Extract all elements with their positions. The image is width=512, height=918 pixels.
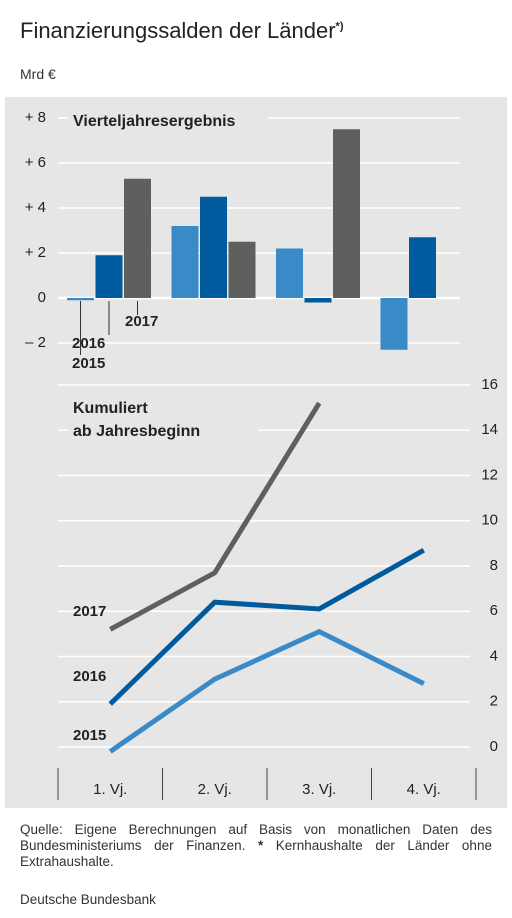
bar (304, 298, 332, 303)
line (108, 547, 425, 706)
series-label: 2016 (73, 668, 106, 685)
y-tick-label: – 2 (25, 334, 46, 351)
footer-note: Quelle: Eigene Berechnungen auf Basis vo… (20, 822, 492, 870)
series-label: 2017 (73, 603, 106, 620)
line (109, 401, 322, 632)
y-tick-label: 4 (490, 647, 498, 664)
x-tick-label: 3. Vj. (302, 781, 336, 798)
series-label: 2017 (125, 313, 158, 330)
y-tick-label: 8 (490, 557, 498, 574)
unit: Mrd € (20, 66, 56, 82)
y-tick-label: + 8 (25, 109, 46, 126)
y-tick-label: 14 (481, 421, 498, 438)
y-tick-label: 6 (490, 602, 498, 619)
bar (95, 255, 123, 298)
bar (409, 237, 436, 298)
bar (380, 298, 408, 350)
y-tick-label: 0 (490, 738, 498, 755)
title-note: *) (335, 20, 344, 33)
bar (276, 248, 303, 298)
footnote-mark: * (257, 838, 264, 853)
subchart-title: Kumuliert (73, 400, 148, 417)
y-tick-label: + 2 (25, 244, 46, 261)
y-tick-label: 12 (481, 466, 498, 483)
bar (200, 196, 227, 298)
chart-background (5, 97, 507, 808)
bar (124, 178, 151, 298)
x-tick-label: 1. Vj. (93, 781, 127, 798)
y-tick-label: 16 (481, 376, 498, 393)
y-tick-label: 0 (38, 289, 46, 306)
bar (333, 129, 360, 298)
bar (67, 298, 94, 301)
y-tick-label: + 6 (25, 154, 46, 171)
publisher: Deutsche Bundesbank (20, 892, 156, 907)
x-tick-label: 4. Vj. (407, 781, 441, 798)
footnote: Kernhaushalte der Länder ohne Extrahaush… (20, 838, 492, 869)
series-label: 2016 (72, 335, 105, 352)
y-tick-label: 10 (481, 512, 498, 529)
source: Quelle: Eigene Berechnungen auf Basis vo… (20, 822, 492, 853)
subchart-title: Vierteljahresergebnis (73, 113, 236, 130)
bar (228, 241, 256, 298)
title-text: Finanzierungssalden der Länder (20, 18, 336, 43)
series-label: 2015 (73, 727, 106, 744)
series-label: 2015 (72, 355, 105, 372)
y-tick-label: + 4 (25, 199, 46, 216)
page-title: Finanzierungssalden der Länder*) (20, 18, 344, 44)
title-bg (68, 396, 258, 444)
x-tick-label: 2. Vj. (198, 781, 232, 798)
line (108, 628, 425, 754)
title-bg (68, 110, 268, 134)
y-tick-label: 2 (490, 693, 498, 710)
bar (171, 226, 199, 298)
subchart-title: ab Jahresbeginn (73, 423, 200, 440)
